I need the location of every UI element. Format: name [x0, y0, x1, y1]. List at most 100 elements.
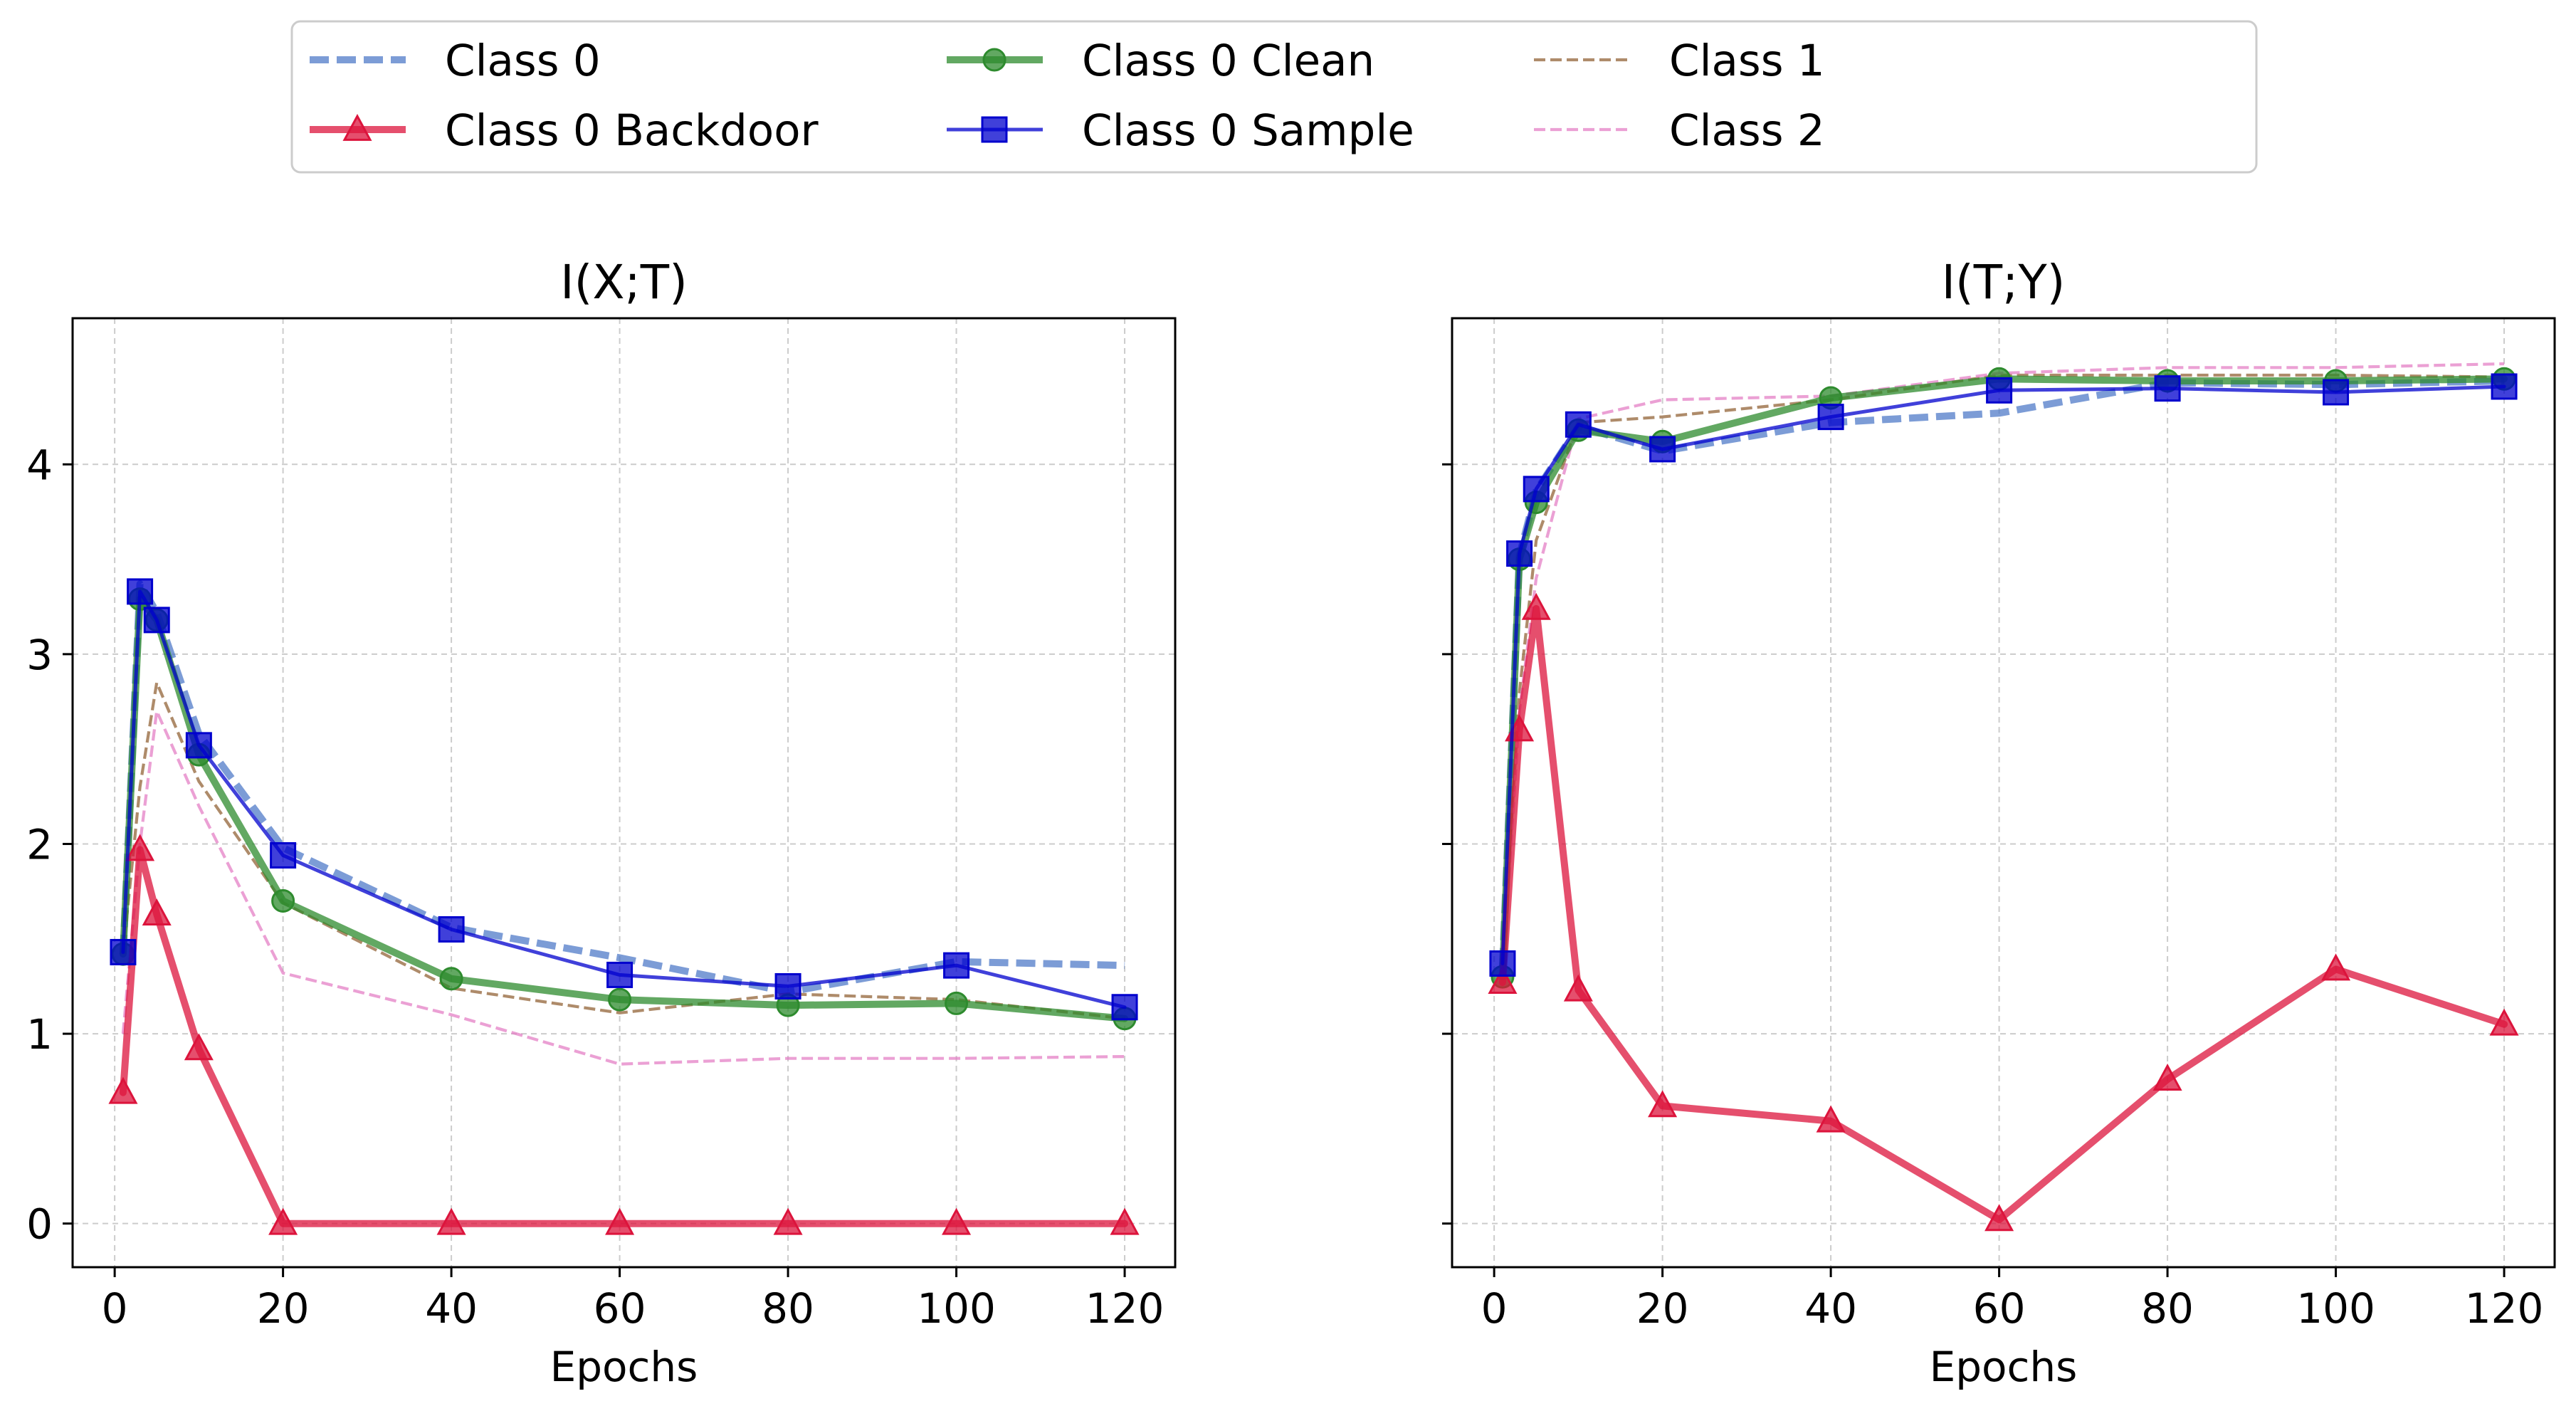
- x-tick-label: 40: [1804, 1284, 1857, 1333]
- legend-label: Class 0 Clean: [1082, 36, 1374, 86]
- data-point: [1649, 436, 1676, 463]
- x-tick-label: 80: [2141, 1284, 2194, 1333]
- data-point: [184, 1033, 214, 1061]
- legend-box: [290, 20, 2258, 174]
- data-point: [1111, 994, 1138, 1021]
- x-tick-label: 120: [1085, 1284, 1165, 1333]
- data-point: [2491, 373, 2518, 400]
- data-point: [1506, 540, 1533, 567]
- x-tick-label: 100: [2296, 1284, 2375, 1333]
- data-point: [942, 1207, 972, 1235]
- x-tick-label: 0: [1481, 1284, 1508, 1333]
- series-line: [121, 709, 1125, 1066]
- x-tick-label: 40: [425, 1284, 478, 1333]
- legend-label: Class 0: [445, 36, 601, 86]
- legend-entry-class-0: Class 0: [310, 36, 601, 86]
- data-point: [773, 1207, 803, 1235]
- legend-entry-class-0-clean: Class 0 Clean: [947, 36, 1374, 86]
- y-tick-label: 0: [26, 1200, 53, 1249]
- data-point: [1816, 1105, 1846, 1133]
- panel-i-t-y: 0 20 40 60 80 100 120 Epochs I(T;Y): [1442, 255, 2556, 1391]
- legend-entry-class-0-backdoor: Class 0 Backdoor: [310, 105, 819, 156]
- panel-i-x-t: 0 20 40 60 80 100 120 Epochs 0 1 2 3 4 I(X;T): [26, 255, 1177, 1391]
- panels: 0 20 40 60 80 100 120 Epochs 0 1 2 3 4 I(X;T) 0 20 40 60 8…: [26, 255, 2556, 1391]
- data-point: [110, 938, 137, 965]
- data-point: [108, 1076, 138, 1104]
- x-axis: 0 20 40 60 80 100 120 Epochs: [102, 1267, 1165, 1391]
- series-line: [119, 846, 1129, 1227]
- series-line: [1500, 384, 2506, 965]
- series-line: [1498, 375, 2508, 981]
- data-point: [143, 607, 170, 634]
- data-point: [1523, 476, 1550, 503]
- x-tick-label: 60: [594, 1284, 646, 1333]
- data-point: [2489, 1008, 2519, 1036]
- data-point: [2152, 1064, 2182, 1091]
- series-class-0-sample: [110, 578, 1138, 1021]
- series-line: [1498, 604, 2508, 1224]
- series-class-1: [121, 681, 1125, 1020]
- data-point: [438, 916, 465, 943]
- x-tick-label: 20: [257, 1284, 310, 1333]
- data-point: [127, 578, 154, 605]
- y-tick-label: 4: [26, 441, 53, 489]
- y-axis: 0 1 2 3 4: [26, 441, 73, 1249]
- x-axis-label: Epochs: [1930, 1343, 2078, 1391]
- series-class-0-backdoor: [108, 834, 1140, 1235]
- data-point: [1986, 377, 2013, 404]
- legend-label: Class 2: [1669, 105, 1825, 156]
- x-tick-label: 80: [762, 1284, 814, 1333]
- data-point: [945, 991, 969, 1015]
- legend-label: Class 0 Sample: [1082, 105, 1414, 156]
- legend-marker: [342, 113, 372, 141]
- data-point: [1521, 592, 1551, 620]
- legend: Class 0 Class 0 Backdoor Class 0 Clean Clas…: [290, 20, 2258, 174]
- plot-area: [108, 578, 1140, 1235]
- data-point: [1648, 1090, 1678, 1118]
- data-point: [1565, 411, 1592, 438]
- data-point: [2321, 953, 2351, 981]
- data-point: [943, 952, 970, 979]
- data-point: [1489, 950, 1516, 977]
- data-point: [1817, 404, 1844, 431]
- x-tick-label: 20: [1636, 1284, 1689, 1333]
- axes-frame: [1451, 317, 2556, 1269]
- x-tick-label: 0: [102, 1284, 128, 1333]
- data-point: [2154, 375, 2181, 402]
- axes-frame: [71, 317, 1177, 1269]
- legend-entry-class-1: Class 1: [1534, 36, 1825, 86]
- x-tick-label: 120: [2465, 1284, 2544, 1333]
- legend-entry-class-2: Class 2: [1534, 105, 1825, 156]
- series-class-1: [1500, 373, 2505, 972]
- data-point: [608, 987, 632, 1012]
- data-point: [1563, 974, 1593, 1002]
- data-point: [1488, 967, 1518, 994]
- legend-marker: [982, 48, 1006, 72]
- data-point: [2323, 379, 2350, 406]
- data-point: [268, 1207, 298, 1235]
- data-point: [605, 1207, 635, 1235]
- legend-label: Class 1: [1669, 36, 1825, 86]
- data-point: [439, 967, 463, 991]
- series-class-0-backdoor: [1488, 592, 2519, 1232]
- y-tick-label: 1: [26, 1010, 53, 1059]
- x-tick-label: 60: [1973, 1284, 2026, 1333]
- y-axis: [1442, 463, 1452, 1225]
- x-axis: 0 20 40 60 80 100 120 Epochs: [1481, 1267, 2544, 1391]
- data-point: [436, 1207, 466, 1235]
- data-point: [1110, 1207, 1140, 1235]
- series-line: [1500, 373, 2505, 972]
- data-point: [606, 961, 634, 988]
- series-class-0-sample: [1489, 373, 2518, 977]
- x-axis-label: Epochs: [550, 1343, 698, 1391]
- panel-title: I(T;Y): [1942, 255, 2066, 310]
- data-point: [1984, 1204, 2014, 1232]
- legend-marker: [981, 116, 1008, 143]
- series-line: [121, 589, 1127, 1009]
- y-tick-label: 3: [26, 631, 53, 679]
- data-point: [270, 841, 297, 869]
- series-line: [121, 681, 1125, 1020]
- panel-title: I(X;T): [560, 255, 688, 310]
